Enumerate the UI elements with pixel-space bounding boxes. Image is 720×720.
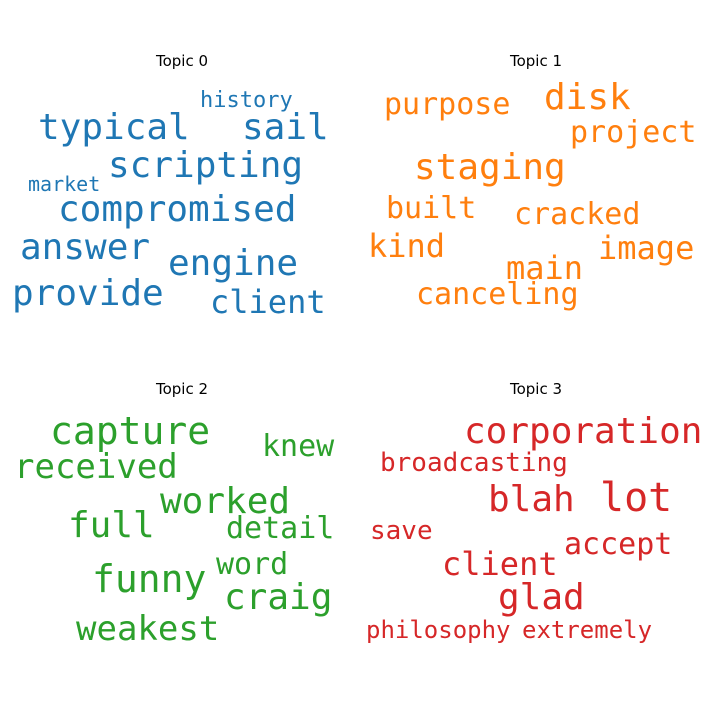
topic-2-word: received (14, 447, 178, 487)
topic-1-word: built (386, 191, 477, 226)
topic-1-word: project (570, 115, 697, 150)
topic-1-word: cracked (514, 197, 641, 232)
topic-0-word: scripting (108, 145, 304, 186)
topic-1-word: purpose (384, 87, 511, 122)
topic-1-cloud: purpose disk project staging built cracked kin… (366, 72, 706, 352)
topic-2-word: knew (262, 429, 335, 464)
topic-3-cloud: corporation broadcasting blah lot save accept… (366, 400, 706, 680)
topic-2-title: Topic 2 (155, 380, 209, 398)
topic-2-word: worked (160, 481, 291, 522)
topic-0-panel: Topic 0 typical sail history scripting marke… (12, 52, 352, 352)
topic-3-word: extremely (522, 616, 653, 644)
topic-0-word: typical (38, 107, 190, 148)
topic-0-word: market (28, 172, 101, 196)
topic-2-word: funny (92, 557, 207, 601)
topic-2-word: capture (50, 409, 211, 453)
topic-3-word: glad (498, 577, 585, 618)
topic-1-title: Topic 1 (509, 52, 563, 70)
topic-3-word: client (442, 545, 558, 583)
topic-2-panel: Topic 2 capture knew received worked full det… (12, 380, 352, 680)
topic-0-word: compromised (58, 189, 297, 230)
topic-3-title: Topic 3 (509, 380, 563, 398)
topic-0-word: answer (20, 227, 151, 268)
topic-3-word: philosophy (366, 616, 511, 644)
topic-0-word: client (210, 283, 326, 321)
topic-3-word: corporation (464, 411, 703, 452)
topic-2-word: word (216, 547, 289, 582)
topic-3-word: blah (488, 479, 575, 520)
topic-3-word: broadcasting (380, 448, 568, 478)
topic-1-word: disk (544, 77, 631, 118)
topic-0-word: sail (242, 107, 329, 148)
topic-3-word: save (370, 516, 433, 546)
topic-2-word: full (68, 505, 155, 546)
topic-1-word: canceling (416, 277, 579, 312)
topic-1-word: staging (414, 147, 566, 188)
topic-1-panel: Topic 1 purpose disk project staging built cr… (366, 52, 706, 352)
topic-1-word: main (506, 249, 584, 287)
topic-1-word: kind (368, 227, 446, 265)
topic-2-word: detail (226, 511, 335, 546)
topic-0-word: engine (168, 243, 299, 284)
topic-2-word: craig (224, 577, 333, 618)
topic-0-title: Topic 0 (155, 52, 209, 70)
topic-3-word: accept (564, 527, 673, 562)
topic-1-word: image (598, 229, 695, 267)
topic-2-word: weakest (76, 609, 220, 649)
topic-0-word: history (200, 88, 293, 113)
topic-2-cloud: capture knew received worked full detail funny… (12, 400, 352, 680)
topic-3-panel: Topic 3 corporation broadcasting blah lot sa… (366, 380, 706, 680)
topic-3-word: lot (600, 475, 673, 521)
topic-0-cloud: typical sail history scripting market comprom… (12, 72, 352, 352)
topic-0-word: provide (12, 273, 164, 314)
